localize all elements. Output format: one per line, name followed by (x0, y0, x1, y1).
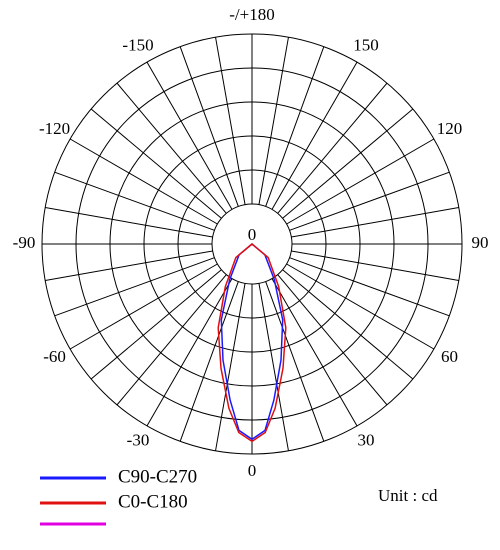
grid-spoke (215, 283, 246, 451)
series-curve (217, 243, 287, 443)
grid-spoke (90, 269, 222, 380)
theta-tick-label: -150 (122, 35, 153, 54)
grid-spoke (54, 171, 215, 231)
grid-spoke (289, 257, 450, 317)
grid-spoke (265, 46, 325, 207)
legend-label: C90-C270 (118, 466, 197, 487)
theta-tick-label: -120 (39, 119, 70, 138)
legend-label: C0-C180 (118, 491, 188, 512)
r-tick-label: 0 (248, 225, 257, 244)
grid-spoke (45, 250, 213, 281)
grid-spoke (258, 283, 289, 451)
grid-spoke (69, 138, 218, 225)
grid-spoke (289, 171, 450, 231)
unit-label: Unit : cd (378, 486, 438, 505)
grid-spoke (282, 108, 414, 219)
theta-tick-label: 30 (358, 430, 375, 449)
grid-spoke (282, 269, 414, 380)
theta-tick-label: -60 (43, 347, 66, 366)
polar-grid (41, 33, 463, 455)
grid-spoke (90, 108, 222, 219)
grid-spoke (69, 263, 218, 350)
grid-spoke (265, 281, 325, 442)
grid-spoke (179, 281, 239, 442)
legend: C90-C270 C0-C180 (40, 466, 197, 526)
theta-tick-label: -90 (13, 233, 36, 252)
theta-tick-label: 90 (472, 233, 489, 252)
theta-tick-label: -30 (127, 430, 150, 449)
grid-spoke (277, 274, 388, 406)
grid-spoke (258, 37, 289, 205)
grid-spoke (116, 82, 227, 214)
theta-tick-label: 120 (437, 119, 463, 138)
grid-spoke (45, 207, 213, 238)
grid-spoke (215, 37, 246, 205)
grid-spoke (286, 263, 435, 350)
grid-spoke (291, 207, 459, 238)
grid-spoke (271, 61, 358, 210)
grid-spoke (146, 278, 233, 427)
grid-spoke (271, 278, 358, 427)
curves (217, 243, 287, 443)
grid-spoke (291, 250, 459, 281)
theta-tick-label: -/+180 (229, 5, 274, 24)
series-curve (220, 243, 284, 441)
grid-spoke (54, 257, 215, 317)
theta-tick-label: 150 (353, 35, 379, 54)
grid-spoke (146, 61, 233, 210)
theta-tick-label: 60 (441, 347, 458, 366)
grid-spoke (277, 82, 388, 214)
theta-tick-label: 0 (248, 461, 257, 480)
grid-spoke (116, 274, 227, 406)
grid-spoke (286, 138, 435, 225)
grid-spoke (179, 46, 239, 207)
